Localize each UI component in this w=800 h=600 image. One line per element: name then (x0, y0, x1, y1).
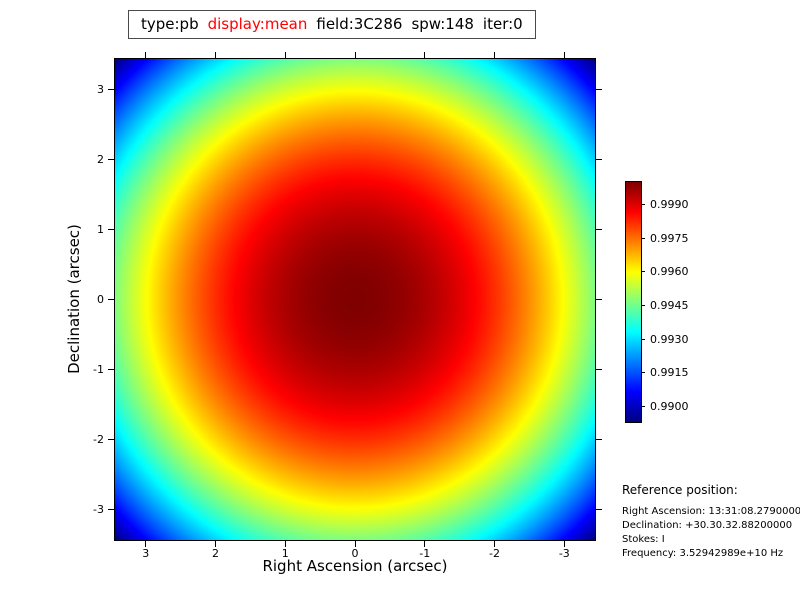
y-tick-label: -2 (93, 432, 104, 446)
y-tick-mark (108, 159, 114, 161)
y-tick-label: 3 (97, 83, 104, 97)
y-tick-mark (596, 159, 602, 161)
x-tick-label: 0 (351, 547, 359, 560)
y-tick-mark (108, 299, 114, 300)
colorbar-tick-mark (641, 203, 645, 205)
x-tick-label: 1 (281, 547, 289, 560)
x-tick-label: 3 (142, 547, 150, 560)
colorbar-tick-label: 0.9975 (650, 231, 689, 245)
y-tick-mark (108, 508, 114, 510)
x-tick-mark (494, 52, 496, 58)
x-tick-label: -3 (558, 547, 570, 560)
reference-heading: Reference position: (622, 483, 738, 497)
plot-title: type:pb display:mean field:3C286 spw:148 ite… (128, 10, 536, 39)
y-tick-label: 1 (97, 223, 104, 237)
y-tick-mark (596, 229, 602, 231)
x-tick-mark (424, 541, 426, 547)
reference-lines: Right Ascension: 13:31:08.27900000 Declin… (622, 505, 800, 560)
colorbar-tick-mark (641, 338, 645, 340)
colorbar-tick-label: 0.9900 (650, 399, 689, 413)
colorbar-tick-mark (641, 271, 645, 273)
colorbar-tick-mark (641, 372, 645, 374)
y-tick-label: -1 (93, 362, 104, 376)
title-segment: type:pb (141, 15, 199, 33)
title-segment: spw:148 (411, 15, 474, 33)
x-tick-mark (145, 541, 147, 547)
colorbar (625, 181, 642, 423)
colorbar-tick-label: 0.9960 (650, 265, 689, 279)
x-tick-mark (494, 541, 496, 547)
x-tick-mark (214, 541, 216, 547)
y-tick-mark (596, 508, 602, 510)
title-segment: display:mean (207, 15, 308, 33)
primary-beam-heatmap (115, 59, 595, 540)
x-tick-mark (354, 541, 356, 547)
reference-line: Declination: +30.30.32.88200000 (622, 520, 793, 531)
x-tick-mark (284, 52, 286, 58)
x-tick-mark (214, 52, 216, 58)
x-axis-label: Right Ascension (arcsec) (262, 557, 448, 575)
y-tick-mark (108, 89, 114, 91)
reference-position-block: Reference position: Right Ascension: 13:… (622, 483, 800, 561)
y-tick-mark (596, 299, 602, 300)
y-tick-mark (596, 438, 602, 440)
colorbar-tick-mark (641, 304, 645, 306)
title-segment: iter:0 (482, 15, 523, 33)
x-tick-label: -1 (419, 547, 431, 560)
colorbar-tick-label: 0.9930 (650, 332, 689, 346)
y-tick-label: 0 (97, 293, 104, 306)
x-tick-label: -2 (489, 547, 501, 560)
colorbar-tick-mark (641, 237, 645, 239)
y-tick-mark (108, 229, 114, 231)
reference-line: Right Ascension: 13:31:08.27900000 (622, 506, 800, 517)
reference-line: Frequency: 3.52942989e+10 Hz (622, 548, 784, 559)
title-segment: field:3C286 (316, 15, 403, 33)
colorbar-tick-label: 0.9945 (650, 298, 689, 312)
x-tick-mark (563, 52, 565, 58)
x-tick-mark (354, 52, 356, 58)
x-tick-mark (424, 52, 426, 58)
reference-line: Stokes: I (622, 534, 665, 545)
x-tick-mark (563, 541, 565, 547)
y-tick-label: -3 (93, 502, 104, 516)
y-tick-mark (108, 368, 114, 370)
y-tick-mark (596, 368, 602, 370)
y-tick-mark (108, 438, 114, 440)
y-tick-mark (596, 89, 602, 91)
x-tick-label: 2 (211, 547, 219, 560)
x-tick-mark (284, 541, 286, 547)
colorbar-tick-mark (641, 405, 645, 407)
colorbar-tick-label: 0.9990 (650, 197, 689, 211)
colorbar-tick-label: 0.9915 (650, 366, 689, 380)
plot-frame (114, 58, 596, 541)
colorbar-gradient (626, 182, 641, 422)
y-tick-label: 2 (97, 153, 104, 167)
x-tick-mark (145, 52, 147, 58)
